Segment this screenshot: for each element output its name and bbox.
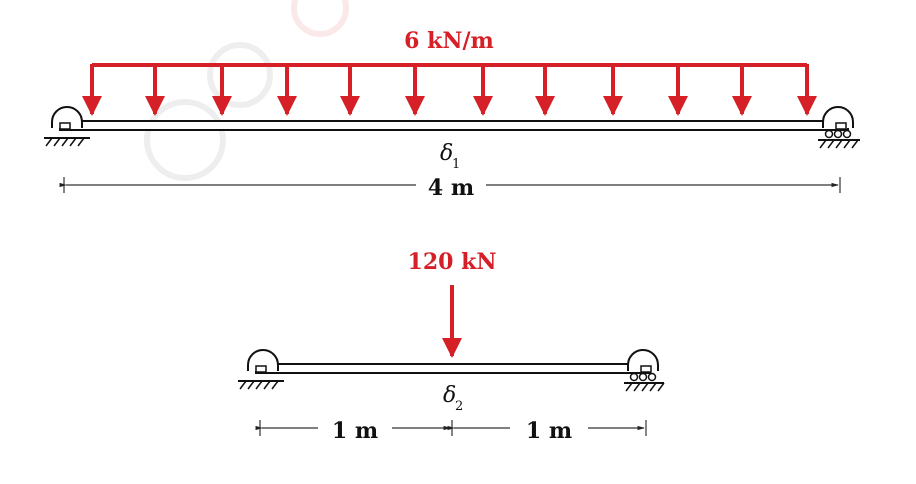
distributed-load-arrows [82,64,817,116]
span-label-right: 1 m [526,418,572,444]
span-label-1: 4 m [428,175,474,201]
deflection-subscript-2: 2 [455,399,463,414]
deflection-subscript-1: 1 [452,157,460,172]
pin-support-icon [238,349,284,390]
beam-1: 6 kN/m [44,28,860,201]
dimension-line-1 [59,177,841,193]
deflection-symbol-1: δ [440,141,453,166]
span-label-left: 1 m [332,418,378,444]
roller-support-icon [818,106,860,149]
roller-support-icon [624,349,665,392]
load-label-1: 6 kN/m [404,28,494,54]
load-label-2: 120 kN [408,249,497,275]
deflection-symbol-2: δ [443,383,456,408]
beam-1-body [59,120,849,131]
beam-2-body [255,363,651,374]
watermark-gear-icon [144,0,349,181]
beam-2: 120 kN δ 2 [238,249,665,444]
pin-support-icon [44,106,90,147]
dimension-line-2 [255,420,647,436]
